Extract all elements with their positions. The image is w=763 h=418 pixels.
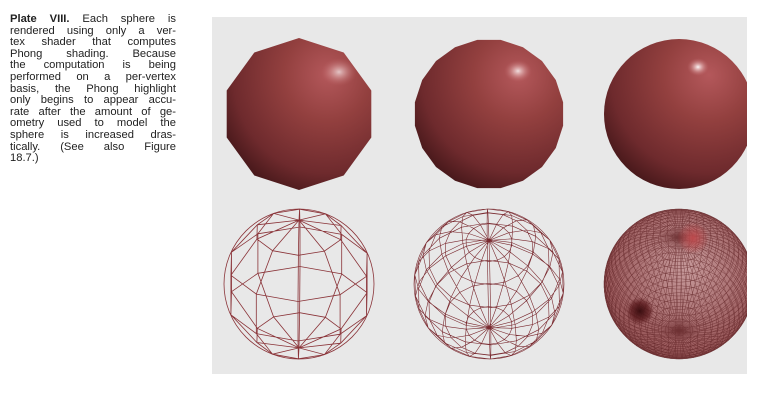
caption-line-4: Phong shading. Because: [10, 47, 176, 60]
caption-line-6: performed on a per-vertex: [10, 70, 176, 83]
caption-line-10: ometry used to model the: [10, 117, 176, 130]
shaded-sphere-medium-poly: [414, 39, 564, 189]
caption-line-2: rendered using only a ver-: [10, 24, 176, 37]
wire-low-mesh: [230, 208, 368, 360]
shaded-sphere-high-poly-body: [604, 39, 747, 189]
shaded-sphere-medium-poly-body: [414, 39, 564, 189]
plate-label: Plate VIII.: [10, 13, 70, 25]
caption-line-11: sphere is increased dras-: [10, 128, 176, 141]
shaded-sphere-high-poly-highlight: [687, 58, 709, 76]
plate-caption: Plate VIII. Each sphere is rendered usin…: [10, 13, 176, 165]
caption-line-1: Plate VIII. Each sphere is: [10, 13, 176, 26]
caption-line-8: only begins to appear accu-: [10, 94, 176, 107]
caption-line-5: the computation is being: [10, 59, 176, 72]
wire-low-outline: [223, 208, 375, 360]
caption-line-7: basis, the Phong highlight: [10, 82, 176, 95]
wireframe-sphere-high-poly-highlight: [677, 222, 709, 254]
caption-line-9: rate after the amount of ge-: [10, 105, 176, 118]
caption-line-3: tex shader that computes: [10, 36, 176, 49]
shaded-sphere-medium-poly-highlight: [504, 60, 532, 82]
wireframe-sphere-low-poly: [223, 208, 375, 360]
caption-text-1: Each sphere is: [69, 13, 176, 25]
sphere-figure: [223, 38, 747, 360]
caption-line-13: 18.7.): [10, 152, 39, 165]
wireframe-sphere-high-poly: [603, 208, 747, 360]
wireframe-sphere-medium-poly: [413, 208, 565, 360]
caption-line-12: tically. (See also Figure: [10, 140, 176, 153]
plate-figure: [212, 17, 747, 374]
wire-high-outline: [603, 208, 747, 360]
shaded-sphere-high-poly: [604, 39, 747, 189]
shaded-sphere-low-poly: [226, 38, 372, 190]
wire-med-outline: [413, 208, 565, 360]
shaded-sphere-low-poly-highlight: [321, 58, 357, 86]
wireframe-sphere-high-poly-pole: [626, 297, 654, 325]
wire-med-mesh: [414, 208, 564, 360]
